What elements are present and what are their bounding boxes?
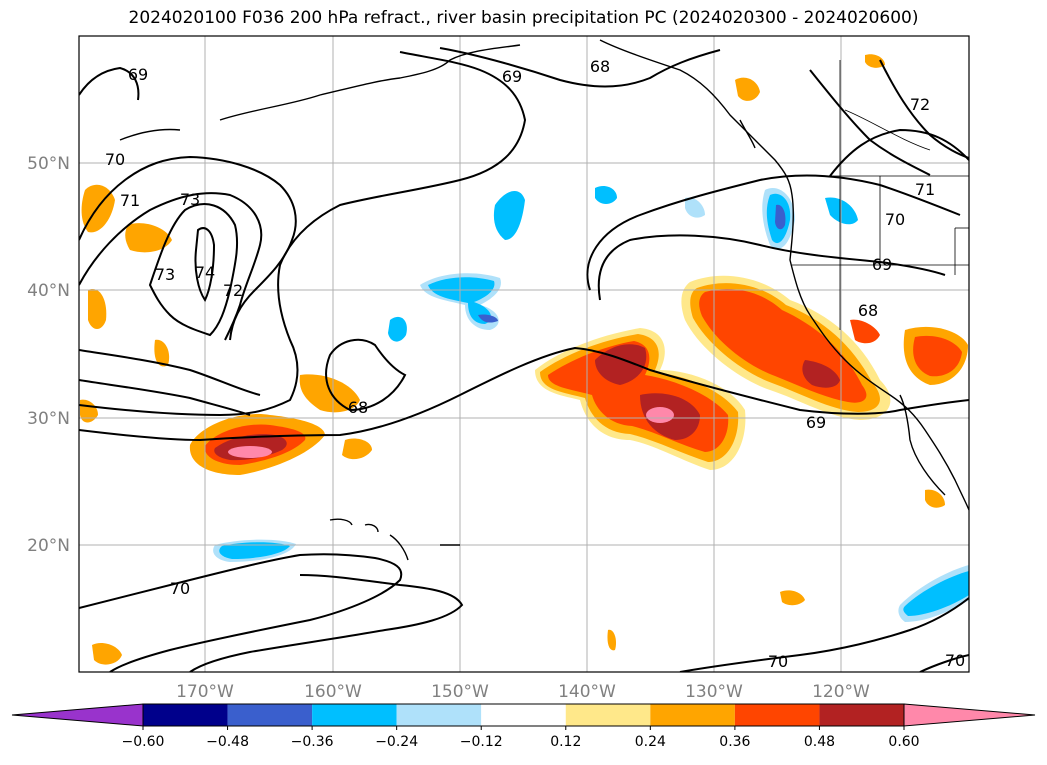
contour-label: 70 bbox=[170, 579, 190, 598]
lon-label-140w: 140°W bbox=[558, 682, 616, 702]
colorbar-label: −0.60 bbox=[122, 734, 165, 750]
lat-label-40n: 40°N bbox=[27, 281, 70, 301]
contour-label: 69 bbox=[502, 67, 522, 86]
lat-label-50n: 50°N bbox=[27, 154, 70, 174]
lat-label-20n: 20°N bbox=[27, 536, 70, 556]
contour-label: 72 bbox=[910, 95, 930, 114]
contour-label: 71 bbox=[915, 180, 935, 199]
colorbar-extend-low bbox=[11, 703, 144, 727]
longitude-labels: 170°W 160°W 150°W 140°W 130°W 120°W bbox=[176, 682, 870, 702]
contour-label: 68 bbox=[348, 398, 368, 417]
contour-label: 74 bbox=[195, 263, 215, 282]
lon-label-160w: 160°W bbox=[304, 682, 362, 702]
colorbar-label: −0.36 bbox=[291, 734, 334, 750]
colorbar-label: 0.12 bbox=[550, 734, 581, 750]
lat-label-30n: 30°N bbox=[27, 409, 70, 429]
colorbar-label: 0.48 bbox=[804, 734, 835, 750]
lon-label-120w: 120°W bbox=[812, 682, 870, 702]
latitude-labels: 50°N 40°N 30°N 20°N bbox=[27, 154, 70, 556]
colorbar-label: 0.24 bbox=[635, 734, 666, 750]
contour-label: 70 bbox=[945, 651, 965, 670]
contour-label: 73 bbox=[155, 265, 175, 284]
colorbar-segment bbox=[312, 704, 397, 726]
state-borders bbox=[792, 60, 969, 330]
contour-label: 70 bbox=[105, 150, 125, 169]
contour-label: 72 bbox=[223, 281, 243, 300]
shaded-fields bbox=[80, 54, 969, 665]
colorbar-segment bbox=[481, 704, 566, 726]
lon-label-170w: 170°W bbox=[176, 682, 234, 702]
contour-label: 68 bbox=[590, 57, 610, 76]
colorbar-segment bbox=[650, 704, 735, 726]
map-frame bbox=[78, 35, 970, 673]
colorbar-label: −0.48 bbox=[206, 734, 249, 750]
graticule bbox=[79, 36, 969, 672]
contour-label: 69 bbox=[872, 255, 892, 274]
lon-label-150w: 150°W bbox=[431, 682, 489, 702]
contour-label: 68 bbox=[858, 301, 878, 320]
contour-label: 70 bbox=[768, 652, 788, 671]
colorbar-segment bbox=[565, 704, 651, 726]
colorbar-label: −0.12 bbox=[460, 734, 503, 750]
colorbar-segment bbox=[227, 704, 313, 726]
colorbar-segment bbox=[143, 704, 228, 726]
contour-label: 71 bbox=[120, 191, 140, 210]
colorbar-segment bbox=[734, 704, 820, 726]
lon-label-130w: 130°W bbox=[685, 682, 743, 702]
colorbar-outline bbox=[142, 703, 905, 727]
contour-label: 69 bbox=[806, 413, 826, 432]
colorbar-label: −0.24 bbox=[375, 734, 418, 750]
colorbar-segment bbox=[396, 704, 482, 726]
colorbar-label: 0.60 bbox=[888, 734, 919, 750]
contour-label: 69 bbox=[128, 65, 148, 84]
contour-label: 70 bbox=[885, 210, 905, 229]
colorbar: −0.60 −0.48 −0.36 −0.24 −0.12 0.12 0.24 0.36 0.4… bbox=[11, 703, 1036, 750]
colorbar-extend-high bbox=[903, 703, 1036, 727]
refractivity-contours bbox=[79, 47, 969, 672]
map-title: 2024020100 F036 200 hPa refract., river … bbox=[128, 8, 919, 28]
contour-labels: 69 68 69 70 71 73 73 74 72 72 71 70 69 6… bbox=[105, 57, 965, 671]
contour-label: 73 bbox=[180, 190, 200, 209]
colorbar-label: 0.36 bbox=[719, 734, 750, 750]
colorbar-segment bbox=[819, 704, 904, 726]
